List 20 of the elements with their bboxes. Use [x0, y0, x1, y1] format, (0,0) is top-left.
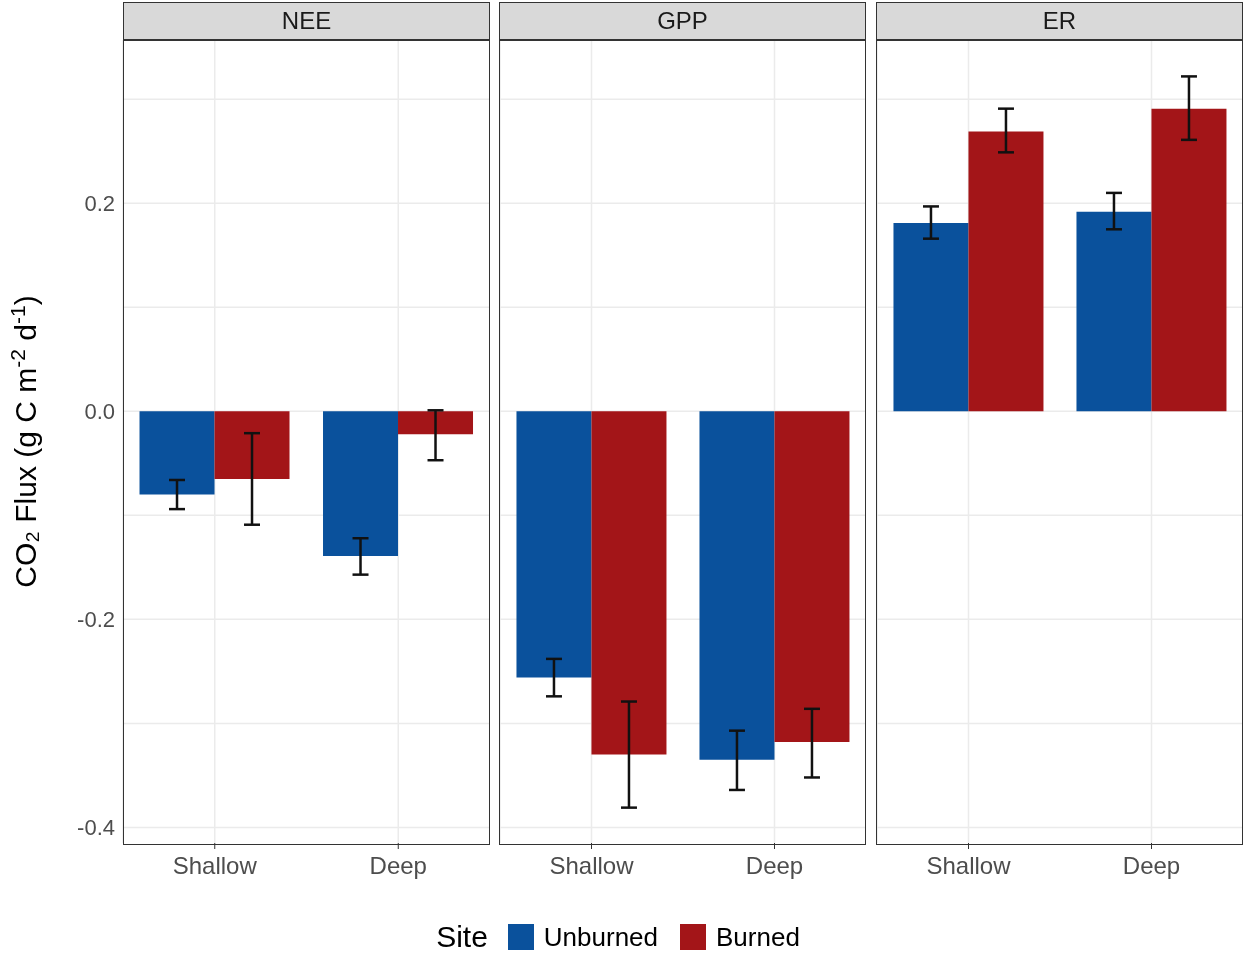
y-tick-label: 0.2 [84, 191, 115, 217]
legend-label: Burned [716, 921, 800, 953]
x-tick-label: Shallow [172, 852, 258, 880]
x-tick-label: Shallow [926, 852, 1012, 880]
x-tick-label: Deep [1122, 852, 1181, 880]
legend-label: Unburned [543, 921, 659, 953]
y-tick-label: -0.4 [77, 815, 115, 841]
bar [1151, 108, 1227, 412]
y-tick-label: -0.2 [77, 607, 115, 633]
bar [893, 223, 969, 412]
bar [968, 131, 1044, 412]
bar [1076, 211, 1152, 412]
chart-title: ER [876, 2, 1243, 40]
chart-title: NEE [123, 2, 490, 40]
x-tick-label: Deep [369, 852, 427, 880]
chart-title: GPP [499, 2, 866, 40]
x-tick-label: Shallow [549, 852, 635, 880]
legend-title: Site [436, 920, 488, 954]
y-tick-label: 0.0 [84, 399, 115, 425]
x-tick-label: Deep [745, 852, 804, 880]
